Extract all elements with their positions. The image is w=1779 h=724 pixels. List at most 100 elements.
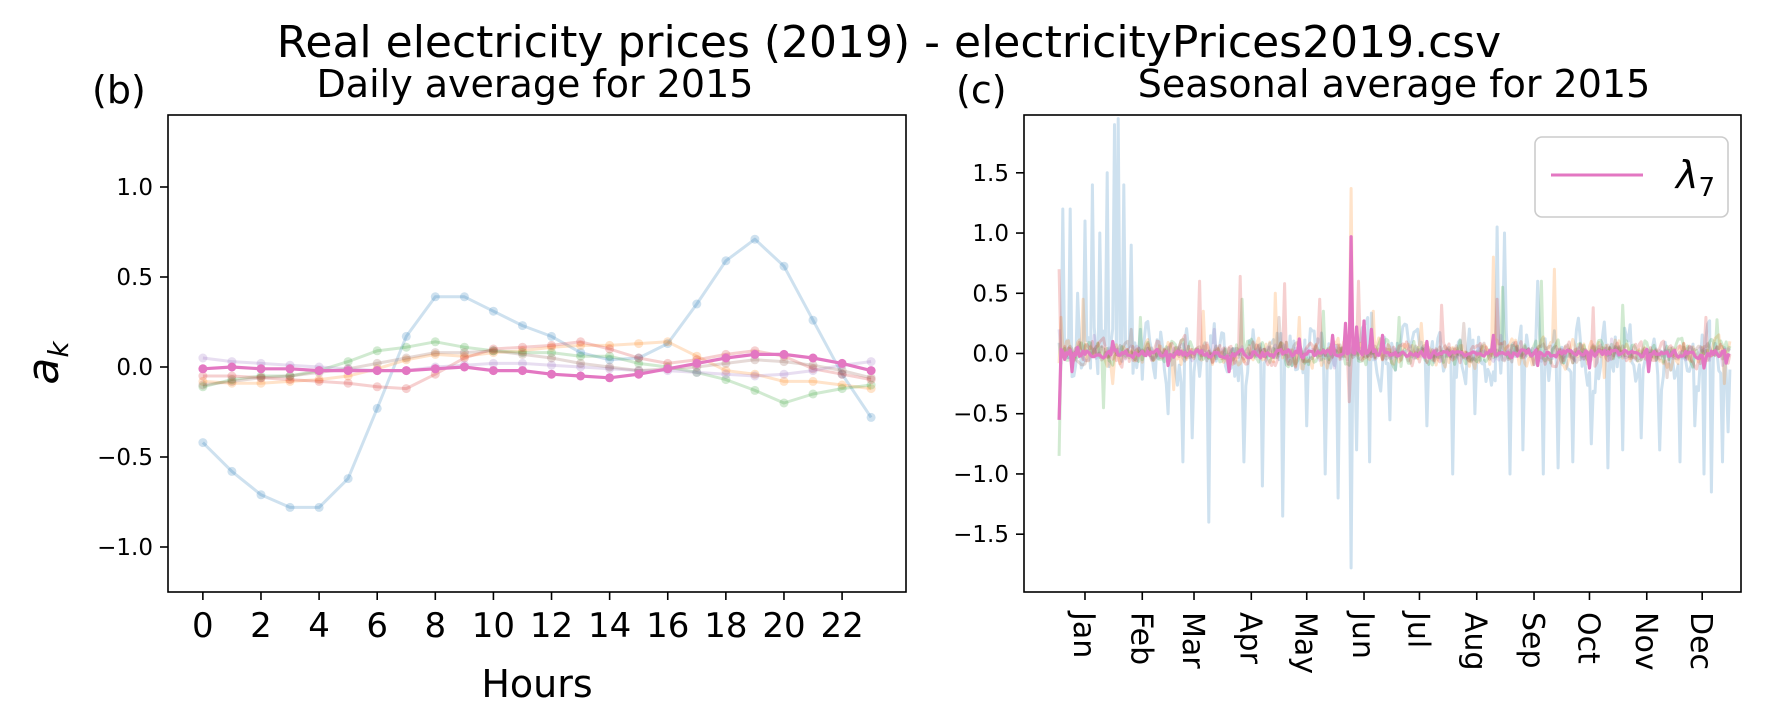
x-tick-label-b: 12: [530, 606, 573, 646]
point-b-1-13: [576, 340, 586, 350]
point-b-0-7: [401, 331, 411, 341]
point-b-0-3: [285, 502, 295, 512]
point-b-1-19: [750, 369, 760, 379]
y-tick-label-b: 1.0: [116, 175, 153, 201]
point-b-0-13: [576, 348, 586, 358]
point-b-1-18: [721, 366, 731, 376]
point-b-1-21: [808, 376, 818, 386]
point-b-4-20: [779, 369, 789, 379]
panel-b-x-ticks: 0 2 4 6 8 10 12 14 16 18 20 22: [192, 592, 864, 646]
point-b-2-7: [401, 342, 411, 352]
point-b-6-13: [576, 371, 586, 381]
point-b-0-23: [866, 412, 876, 422]
point-b-1-23: [866, 384, 876, 394]
point-b-1-1: [227, 378, 237, 388]
point-b-6-6: [372, 366, 382, 376]
series-c-C0: [1057, 117, 1732, 570]
series-line-b-5: [202, 349, 872, 387]
point-b-1-3: [285, 376, 295, 386]
point-b-0-17: [692, 299, 702, 309]
x-tick-label-b: 14: [588, 606, 631, 646]
point-b-2-8: [430, 337, 440, 347]
series-line-c-1: [1057, 187, 1732, 392]
x-tick-label-b: 22: [820, 606, 863, 646]
point-b-1-2: [256, 378, 266, 388]
point-b-6-14: [605, 373, 615, 383]
point-b-6-23: [866, 366, 876, 376]
point-b-0-5: [343, 474, 353, 484]
point-b-0-18: [721, 256, 731, 266]
point-b-5-21: [808, 360, 818, 370]
panel-b-y-axis-label: ak: [18, 340, 75, 385]
point-b-5-20: [779, 357, 789, 367]
x-tick-label-c-dec: Dec: [1683, 612, 1718, 670]
point-b-0-16: [663, 339, 673, 349]
point-b-3-21: [808, 364, 818, 374]
x-tick-label-b: 16: [646, 606, 689, 646]
series-line-b-3: [202, 340, 872, 391]
legend-label-lambda7: λ7: [1674, 153, 1715, 203]
legend-frame: [1534, 136, 1729, 218]
x-tick-label-c-may: May: [1288, 612, 1323, 674]
point-b-1-11: [518, 346, 527, 356]
point-b-0-21: [808, 315, 818, 325]
x-tick-label-b: 0: [192, 606, 214, 646]
point-b-4-11: [518, 358, 527, 368]
point-b-0-6: [372, 403, 382, 413]
point-b-5-12: [547, 353, 556, 363]
point-b-6-20: [779, 349, 789, 359]
x-tick-label-c-jul: Jul: [1401, 610, 1436, 648]
x-tick-label-c-apr: Apr: [1232, 612, 1267, 665]
panel-c-title: Seasonal average for 2015: [1138, 62, 1651, 106]
y-tick-label-b: −1.0: [97, 535, 153, 561]
point-b-0-12: [547, 331, 556, 341]
point-b-3-14: [605, 344, 615, 354]
point-b-4-10: [488, 358, 498, 368]
point-b-5-10: [488, 346, 498, 356]
point-b-4-13: [576, 362, 586, 372]
series-line-b-0: [201, 237, 873, 509]
point-b-2-21: [808, 389, 818, 399]
point-b-1-17: [692, 351, 702, 361]
point-b-5-7: [401, 353, 411, 363]
panel-b-axes-frame: [167, 114, 907, 593]
point-b-2-11: [518, 348, 527, 358]
point-b-6-11: [518, 366, 527, 376]
series-line-b-6: [202, 352, 872, 380]
series-line-c-6: [1057, 235, 1731, 420]
point-b-2-17: [692, 367, 702, 377]
point-b-2-10: [488, 346, 498, 356]
y-tick-label-c: 1.5: [972, 161, 1009, 187]
point-b-4-21: [808, 366, 818, 376]
point-b-0-10: [488, 306, 498, 316]
x-tick-label-b: 10: [472, 606, 515, 646]
x-tick-label-c-sep: Sep: [1515, 612, 1550, 669]
point-b-2-3: [285, 371, 295, 381]
point-b-6-2: [256, 364, 266, 374]
point-b-2-13: [576, 351, 586, 361]
panel-b-plot-area: [198, 234, 876, 512]
point-b-3-9: [459, 353, 469, 363]
panel-c-x-ticks: Jan Feb Mar Apr May Jun Jul Aug Sep Oct Nov Dec: [1066, 592, 1718, 674]
point-b-2-12: [547, 348, 556, 358]
point-b-2-9: [459, 342, 469, 352]
point-b-5-2: [256, 373, 266, 383]
point-b-2-2: [256, 371, 266, 381]
point-b-0-0: [198, 438, 208, 448]
point-b-6-18: [721, 353, 731, 363]
y-tick-label-c: 1.0: [972, 221, 1009, 247]
point-b-5-3: [285, 371, 295, 381]
point-b-6-12: [547, 369, 556, 379]
point-b-0-20: [779, 261, 789, 271]
point-b-4-18: [721, 369, 731, 379]
point-b-1-0: [198, 376, 208, 386]
x-tick-label-b: 20: [762, 606, 805, 646]
y-tick-label-b: 0.0: [116, 355, 153, 381]
point-b-2-15: [634, 358, 644, 368]
point-b-0-15: [634, 353, 644, 363]
point-b-0-2: [256, 490, 266, 500]
panel-b-y-ticks: 1.0 0.5 0.0 −0.5 −1.0: [97, 175, 168, 561]
point-b-0-4: [314, 502, 324, 512]
point-b-3-6: [372, 382, 382, 392]
series-b-C6: [198, 349, 876, 383]
